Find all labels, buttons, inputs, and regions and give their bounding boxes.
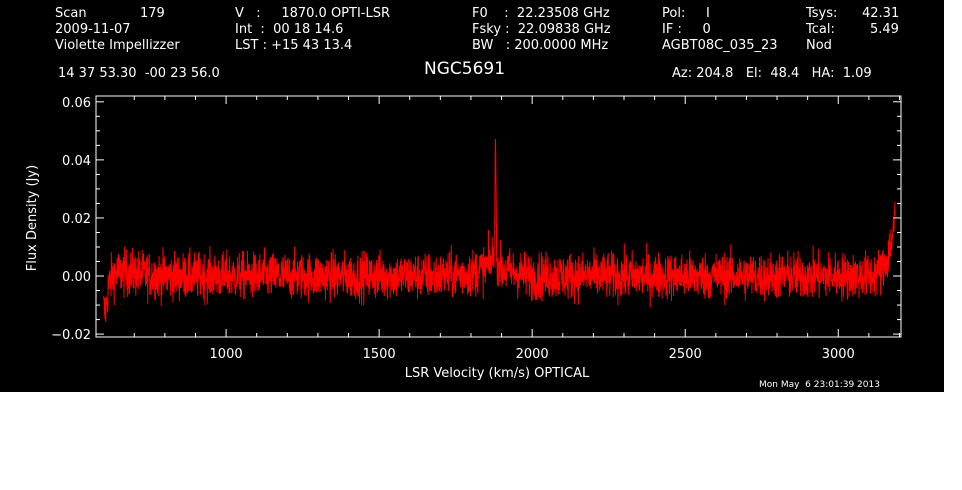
az-el-ha: Az: 204.8 El: 48.4 HA: 1.09 xyxy=(672,66,872,81)
plot-frame xyxy=(95,95,902,338)
tcal-value: 5.49 xyxy=(870,22,899,37)
tsys-label: Tsys: xyxy=(806,6,838,21)
x-tick-label: 1000 xyxy=(210,347,243,362)
tsys-value: 42.31 xyxy=(862,6,900,21)
y-tick-label: −0.02 xyxy=(51,328,91,343)
scan-label: Scan xyxy=(55,6,87,21)
rest-frequency: F0 : 22.23508 GHz xyxy=(472,6,610,21)
observation-date: 2009-11-07 xyxy=(55,22,131,37)
tcal-label: Tcal: xyxy=(806,22,835,37)
velocity-info: V : 1870.0 OPTI-LSR xyxy=(235,6,391,21)
observer-name: Violette Impellizzer xyxy=(55,38,180,53)
plot-window xyxy=(0,0,944,392)
y-tick-label: 0.04 xyxy=(62,154,91,169)
x-tick-label: 3000 xyxy=(822,347,855,362)
observing-mode: Nod xyxy=(806,38,832,53)
polarization: Pol: I xyxy=(662,6,710,21)
sky-frequency: Fsky : 22.09838 GHz xyxy=(472,22,611,37)
y-axis-label: Flux Density (Jy) xyxy=(25,165,40,271)
y-tick-label: 0.02 xyxy=(62,212,91,227)
source-name: NGC5691 xyxy=(424,59,506,79)
x-tick-label: 1500 xyxy=(363,347,396,362)
if-number: IF : 0 xyxy=(662,22,711,37)
x-tick-label: 2500 xyxy=(669,347,702,362)
lst-info: LST : +15 43 13.4 xyxy=(235,38,353,53)
project-id: AGBT08C_035_23 xyxy=(662,38,778,53)
spectrum-trace xyxy=(103,139,896,323)
y-tick-label: 0.06 xyxy=(62,96,91,111)
x-tick-label: 2000 xyxy=(516,347,549,362)
x-axis-label: LSR Velocity (km/s) OPTICAL xyxy=(405,366,590,381)
integration-time: Int : 00 18 14.6 xyxy=(235,22,344,37)
bandwidth: BW : 200.0000 MHz xyxy=(472,38,609,53)
source-coordinates: 14 37 53.30 -00 23 56.0 xyxy=(58,66,220,81)
scan-number: 179 xyxy=(140,6,165,21)
plot-timestamp: Mon May 6 23:01:39 2013 xyxy=(759,380,880,390)
y-tick-label: 0.00 xyxy=(62,270,91,285)
